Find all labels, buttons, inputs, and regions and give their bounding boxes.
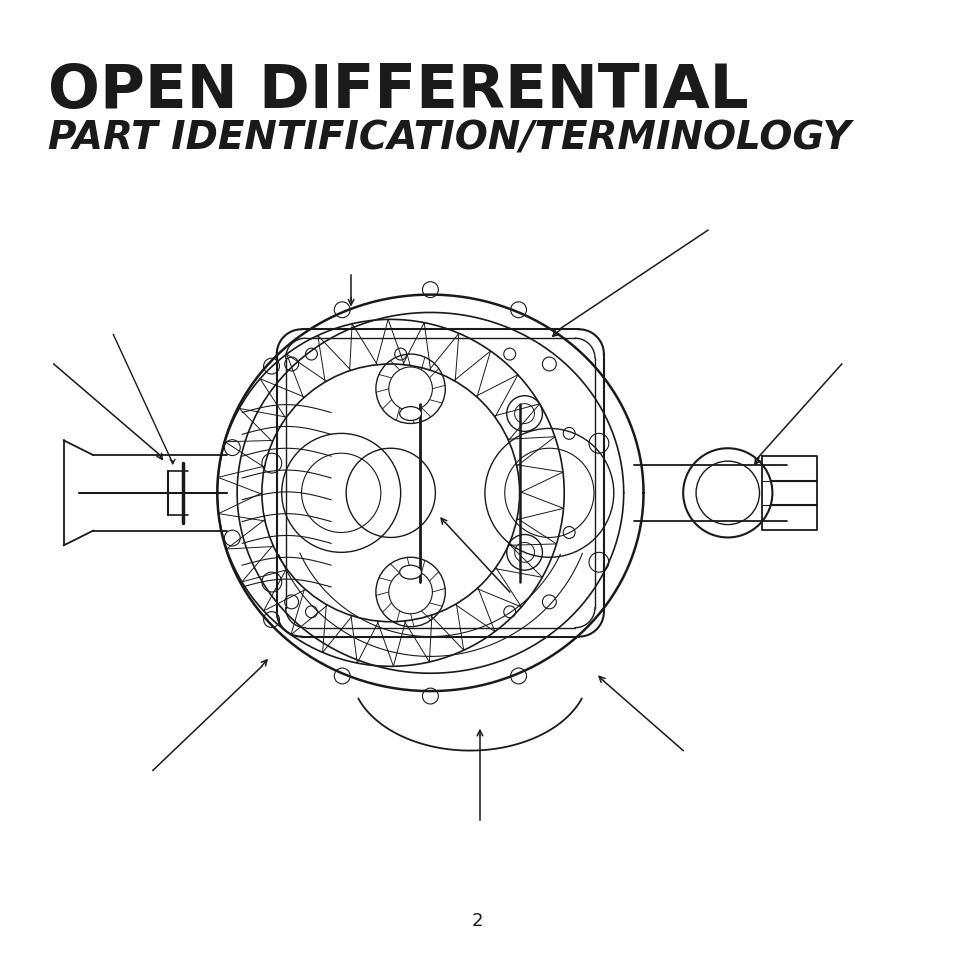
Ellipse shape	[399, 407, 421, 421]
Ellipse shape	[399, 566, 421, 579]
Text: 2: 2	[471, 911, 482, 929]
Text: PART IDENTIFICATION/TERMINOLOGY: PART IDENTIFICATION/TERMINOLOGY	[48, 119, 849, 157]
Text: OPEN DIFFERENTIAL: OPEN DIFFERENTIAL	[48, 62, 747, 121]
